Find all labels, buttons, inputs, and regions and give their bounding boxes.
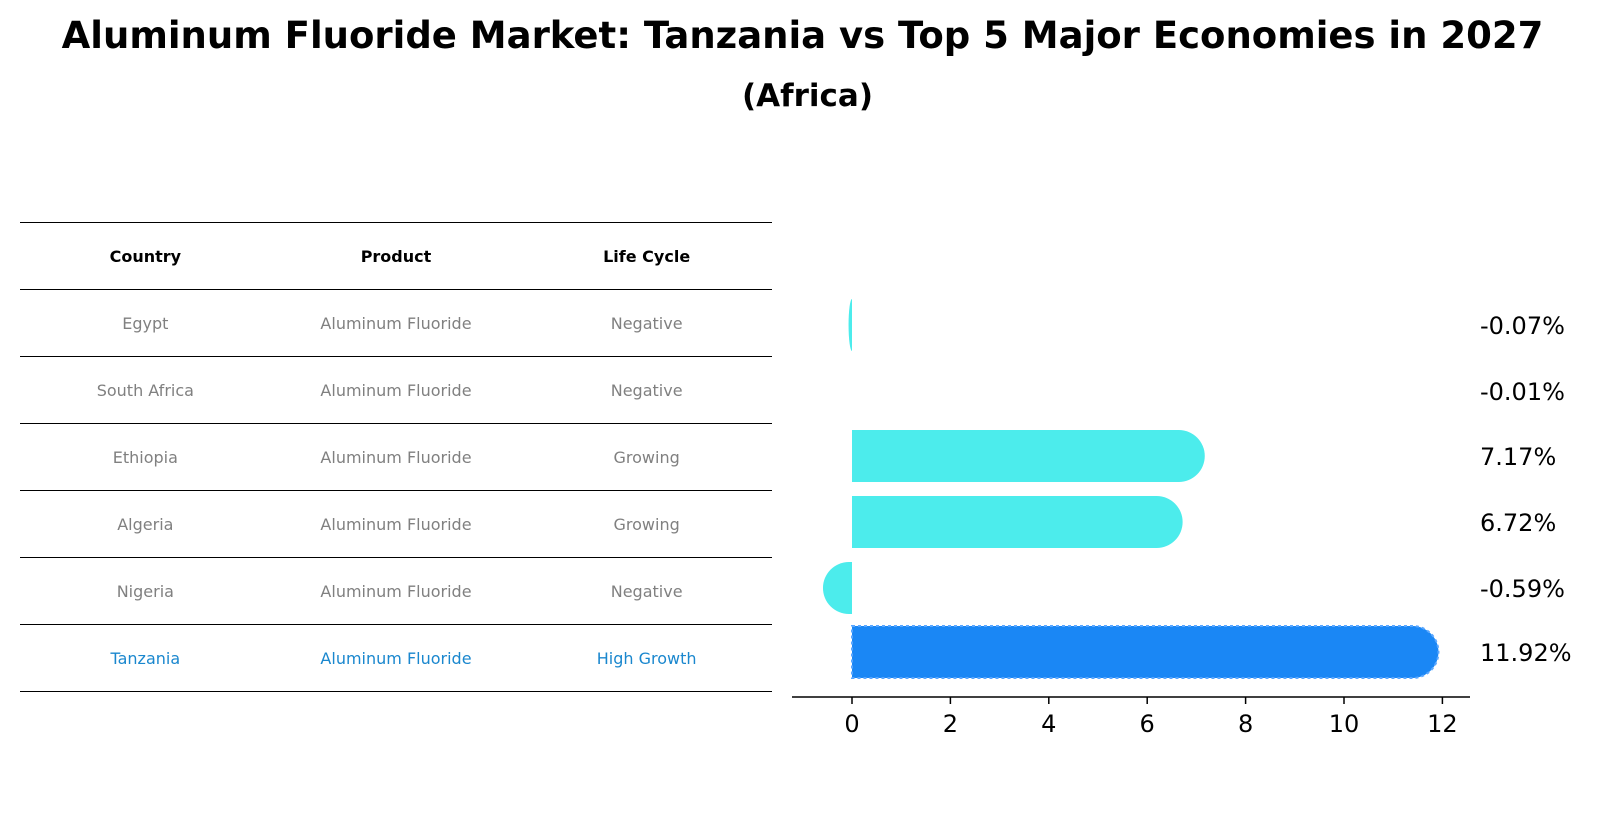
cell-country: Ethiopia [112,447,178,467]
header-life-cycle: Life Cycle [603,246,691,266]
bar-ethiopia [852,430,1205,482]
x-tick-label: 4 [1041,710,1056,738]
x-tick-label: 0 [844,710,859,738]
cell-life-cycle: Growing [613,514,680,534]
table-row: Algeria Aluminum Fluoride Growing [20,491,772,558]
x-tick-label: 8 [1238,710,1253,738]
x-tick-label: 6 [1140,710,1155,738]
value-label: -0.07% [1480,312,1565,340]
cell-life-cycle: Negative [610,313,683,333]
cell-country: Tanzania [110,648,181,668]
table-row: South Africa Aluminum Fluoride Negative [20,357,772,424]
value-label: 6.72% [1480,509,1556,537]
cell-life-cycle: Negative [610,581,683,601]
value-label: -0.59% [1480,575,1565,603]
x-tick-label: 12 [1427,710,1458,738]
bar-nigeria [822,562,852,614]
value-label: -0.01% [1480,378,1565,406]
bar-egypt [848,299,852,351]
chart-subtitle: (Africa) [741,78,874,114]
cell-country: Nigeria [116,581,174,601]
table-header-row: Country Product Life Cycle [20,222,772,290]
cell-life-cycle: Negative [610,380,683,400]
cell-product: Aluminum Fluoride [320,313,472,333]
cell-country: Egypt [122,313,169,333]
bar-tanzania [851,625,1440,679]
chart-title: Aluminum Fluoride Market: Tanzania vs To… [61,14,1544,57]
table-row-highlight: Tanzania Aluminum Fluoride High Growth [20,625,772,692]
cell-country: South Africa [96,380,194,400]
cell-product: Aluminum Fluoride [320,380,472,400]
cell-product: Aluminum Fluoride [320,447,472,467]
value-label: 7.17% [1480,443,1556,471]
cell-product: Aluminum Fluoride [320,648,472,668]
cell-product: Aluminum Fluoride [320,514,472,534]
table-row: Egypt Aluminum Fluoride Negative [20,290,772,357]
header-country: Country [109,246,182,266]
table-row: Ethiopia Aluminum Fluoride Growing [20,424,772,491]
cell-country: Algeria [117,514,174,534]
x-tick-label: 2 [943,710,958,738]
data-table: Country Product Life Cycle Egypt Aluminu… [20,222,772,692]
value-label: 11.92% [1480,639,1572,667]
table-row: Nigeria Aluminum Fluoride Negative [20,558,772,625]
header-product: Product [360,246,432,266]
bar-algeria [852,496,1183,548]
cell-life-cycle: Growing [613,447,680,467]
x-tick-label: 10 [1329,710,1360,738]
cell-product: Aluminum Fluoride [320,581,472,601]
cell-life-cycle: High Growth [596,648,697,668]
